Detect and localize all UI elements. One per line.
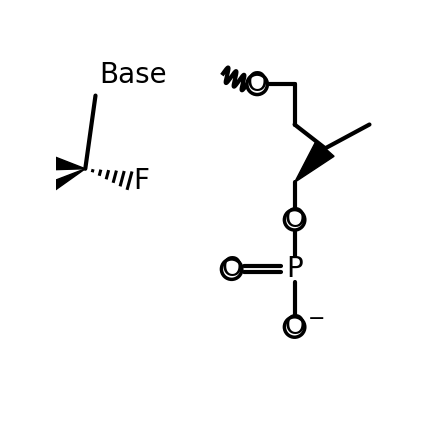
Text: O: O <box>221 256 242 282</box>
Circle shape <box>247 74 267 95</box>
Circle shape <box>284 317 305 337</box>
Text: O: O <box>247 71 267 97</box>
Circle shape <box>284 210 305 230</box>
Text: −: − <box>308 309 326 328</box>
Polygon shape <box>34 150 85 170</box>
Text: Base: Base <box>99 61 167 89</box>
Text: O: O <box>284 314 305 340</box>
Polygon shape <box>294 141 334 183</box>
Text: F: F <box>133 167 149 194</box>
Circle shape <box>221 259 242 279</box>
Text: P: P <box>286 255 303 283</box>
Text: =: = <box>252 257 273 281</box>
Polygon shape <box>34 169 85 200</box>
Text: O: O <box>284 207 305 233</box>
